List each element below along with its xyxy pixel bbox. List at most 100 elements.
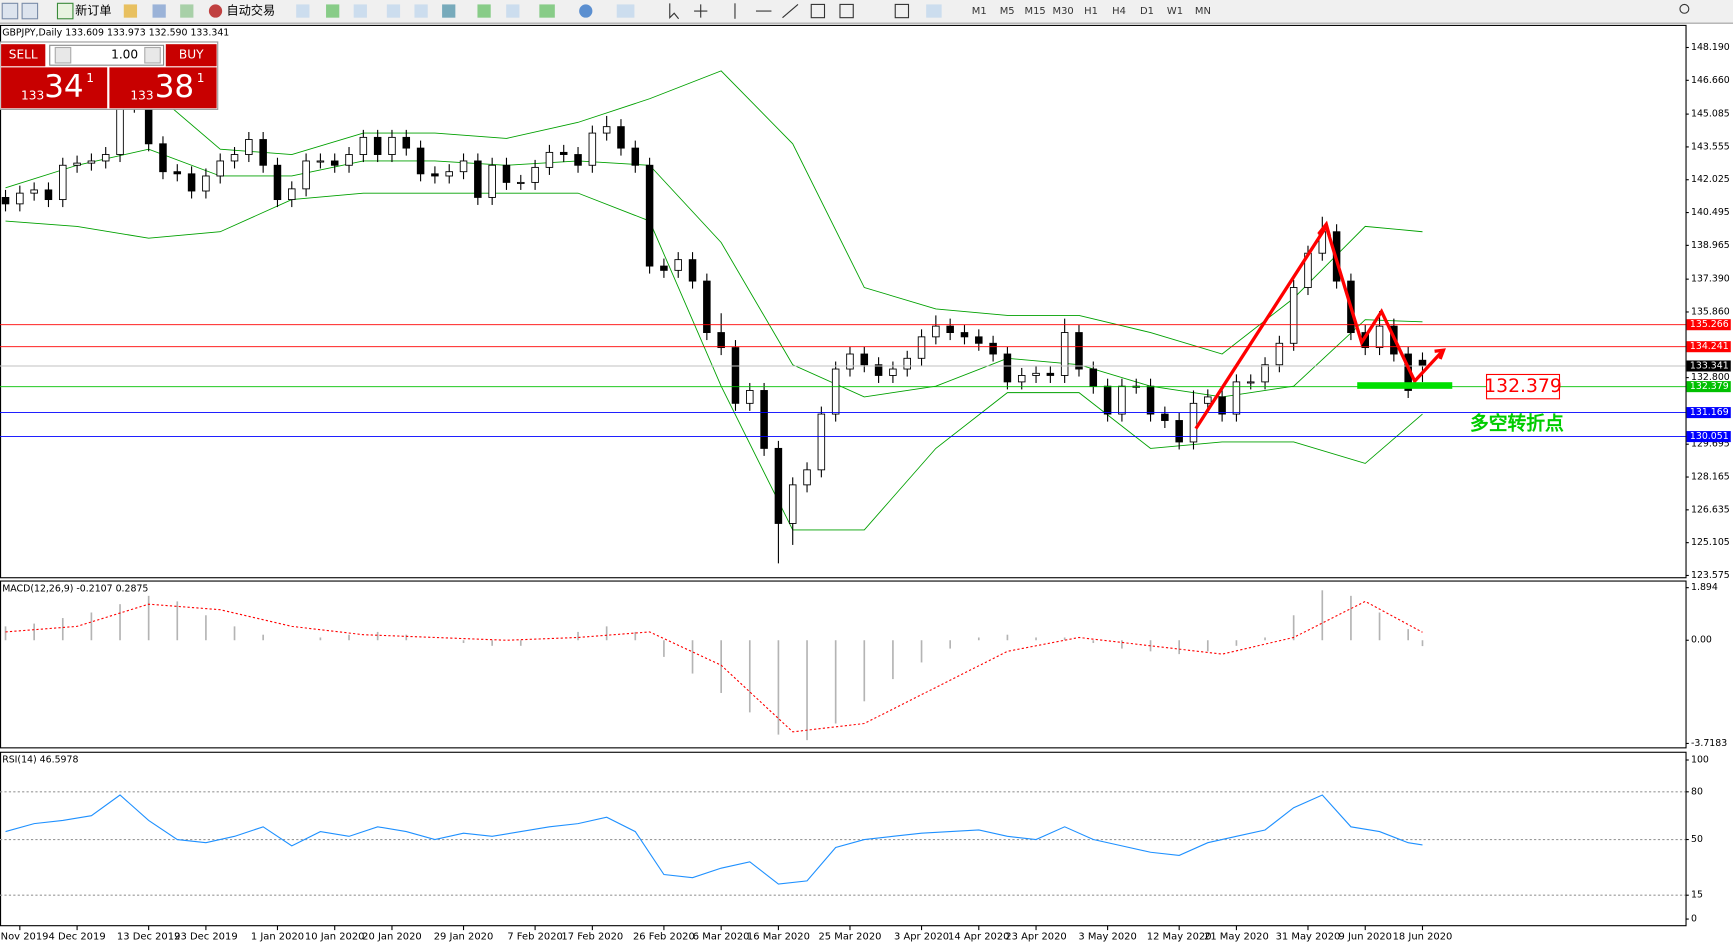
candle-body [202,175,210,192]
lot-input[interactable] [49,44,165,66]
y-tick-label: -3.7183 [1691,738,1727,749]
candle-body [1161,413,1169,421]
toolbar-icon[interactable] [1,2,19,20]
timeframe-button[interactable]: M5 [1000,6,1015,17]
toolbar-icon[interactable] [926,4,942,18]
x-tick-label: 5 Nov 2019 [0,932,49,943]
candle-body [144,104,153,145]
buy-label[interactable]: BUY [179,48,204,62]
timeframe-button[interactable]: H1 [1084,6,1098,17]
sell-price-box[interactable] [1,67,108,109]
y-tick-label: 143.555 [1691,141,1730,152]
annotation-text: 多空转折点 [1470,412,1564,435]
candle-body [559,151,568,155]
x-tick-label: 4 Dec 2019 [48,932,105,943]
candle-body [517,181,525,184]
toolbar-icon[interactable] [839,3,854,19]
toolbar-icon[interactable] [477,4,491,18]
y-tick-label: 132.800 [1691,372,1730,383]
candle-body [932,325,940,338]
candle-body [788,484,797,524]
candle-body [402,136,411,149]
lot-up[interactable] [144,46,161,64]
timeframe-button[interactable]: D1 [1140,6,1154,17]
toolbar-icon[interactable] [326,4,340,18]
candle-body [474,160,482,198]
candle-body [688,259,697,282]
toolbar-icon[interactable] [152,4,166,18]
sell-label[interactable]: SELL [9,48,38,62]
price-level-tag [1686,381,1731,393]
candle-body [173,171,182,175]
price-level-tag [1686,407,1731,419]
toolbar-icon[interactable] [442,4,456,18]
panel-title: MACD(12,26,9) -0.2107 0.2875 [2,583,148,594]
sell-button[interactable] [1,44,46,67]
candle-body [316,160,325,163]
candle-body [903,357,911,370]
timeframe-button[interactable]: W1 [1167,6,1183,17]
toolbar-icon[interactable] [123,4,138,18]
new-order-icon[interactable] [56,2,74,20]
timeframe-button[interactable]: M1 [972,6,987,17]
price-level-tag [1686,431,1731,443]
candle-body [445,171,453,177]
search-icon[interactable] [1679,3,1690,14]
candle-body [1375,325,1384,349]
auto-trading-icon[interactable] [208,4,223,18]
candle-body [889,368,897,376]
toolbar-icon[interactable] [296,4,310,18]
cursor-tool[interactable] [669,3,680,20]
buy-point: 1 [197,71,205,85]
candle-body [101,154,110,162]
candle-body [416,147,425,175]
buy-price-box[interactable] [109,67,217,109]
zoom-in[interactable] [386,4,401,18]
toolbar-icon[interactable] [506,4,520,18]
timeframe-button[interactable]: H4 [1112,6,1126,17]
toolbar-icon[interactable] [21,2,39,20]
candle-body [1089,368,1098,387]
candle-body [1060,332,1069,376]
lot-down[interactable] [54,46,72,64]
toolbar-icon[interactable] [539,4,555,18]
candle-body [917,336,926,359]
toolbar-icon[interactable] [616,4,635,18]
candle-body [989,342,997,355]
candle-body [674,259,682,271]
x-tick-label: 31 May 2020 [1276,932,1341,943]
y-tick-label: 80 [1691,786,1703,797]
bollinger-band [5,192,1423,531]
timeframe-button[interactable]: MN [1195,6,1211,17]
toolbar-icon[interactable] [894,3,910,19]
trendline-tool[interactable] [782,3,799,19]
candle-body [345,154,353,166]
candle-body [259,139,267,166]
toolbar-icon[interactable] [180,4,194,18]
zoom-out[interactable] [414,4,428,18]
toolbar-icon[interactable] [810,3,826,19]
candle-body [302,160,310,190]
buy-button[interactable] [165,44,217,67]
rsi-line [5,794,1423,885]
y-tick-label: 142.025 [1691,174,1730,185]
candle-body [159,143,167,173]
timeframe-button[interactable]: M15 [1025,6,1046,17]
auto-trading-button[interactable]: 自动交易 [227,3,276,18]
candle-body [1175,420,1183,443]
lot-value[interactable]: 1.00 [111,48,138,62]
timeframe-button[interactable]: M30 [1053,6,1074,17]
candle-body [245,139,253,155]
candle-body [59,164,67,201]
panel-frame [0,580,1687,749]
crosshair-tool[interactable] [694,4,708,18]
toolbar-icon[interactable] [579,4,593,18]
y-tick-label: 138.965 [1691,240,1730,251]
y-tick-label: 0 [1691,914,1697,925]
candle-body [1232,381,1241,415]
toolbar-icon[interactable] [353,4,367,18]
y-tick-label: 137.390 [1691,274,1730,285]
new-order-button[interactable]: 新订单 [75,3,111,18]
price-level-tag [1686,319,1731,331]
candle-body [531,166,539,183]
